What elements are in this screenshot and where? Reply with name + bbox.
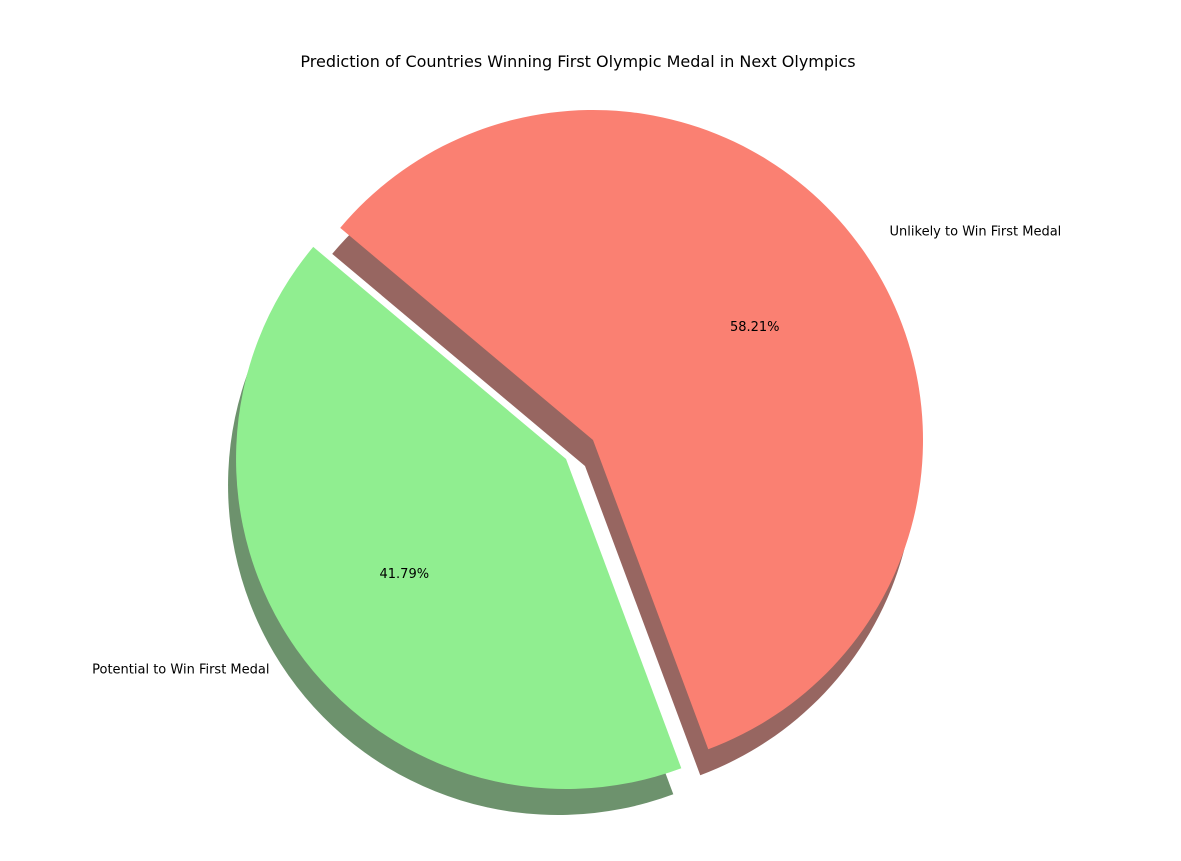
slice-percent-label-1: 58.21%: [730, 320, 780, 335]
slice-label-0: Potential to Win First Medal: [92, 662, 269, 677]
slice-label-1: Unlikely to Win First Medal: [890, 225, 1062, 240]
slice-percent-label-0: 41.79%: [380, 567, 430, 582]
pie-slice-1: [340, 109, 924, 750]
pie-slice-0: [236, 246, 682, 790]
chart-title: Prediction of Countries Winning First Ol…: [300, 52, 855, 71]
pie-slices: [236, 109, 924, 790]
slice-labels: Potential to Win First Medal 41.79% Unlike…: [92, 225, 1061, 678]
